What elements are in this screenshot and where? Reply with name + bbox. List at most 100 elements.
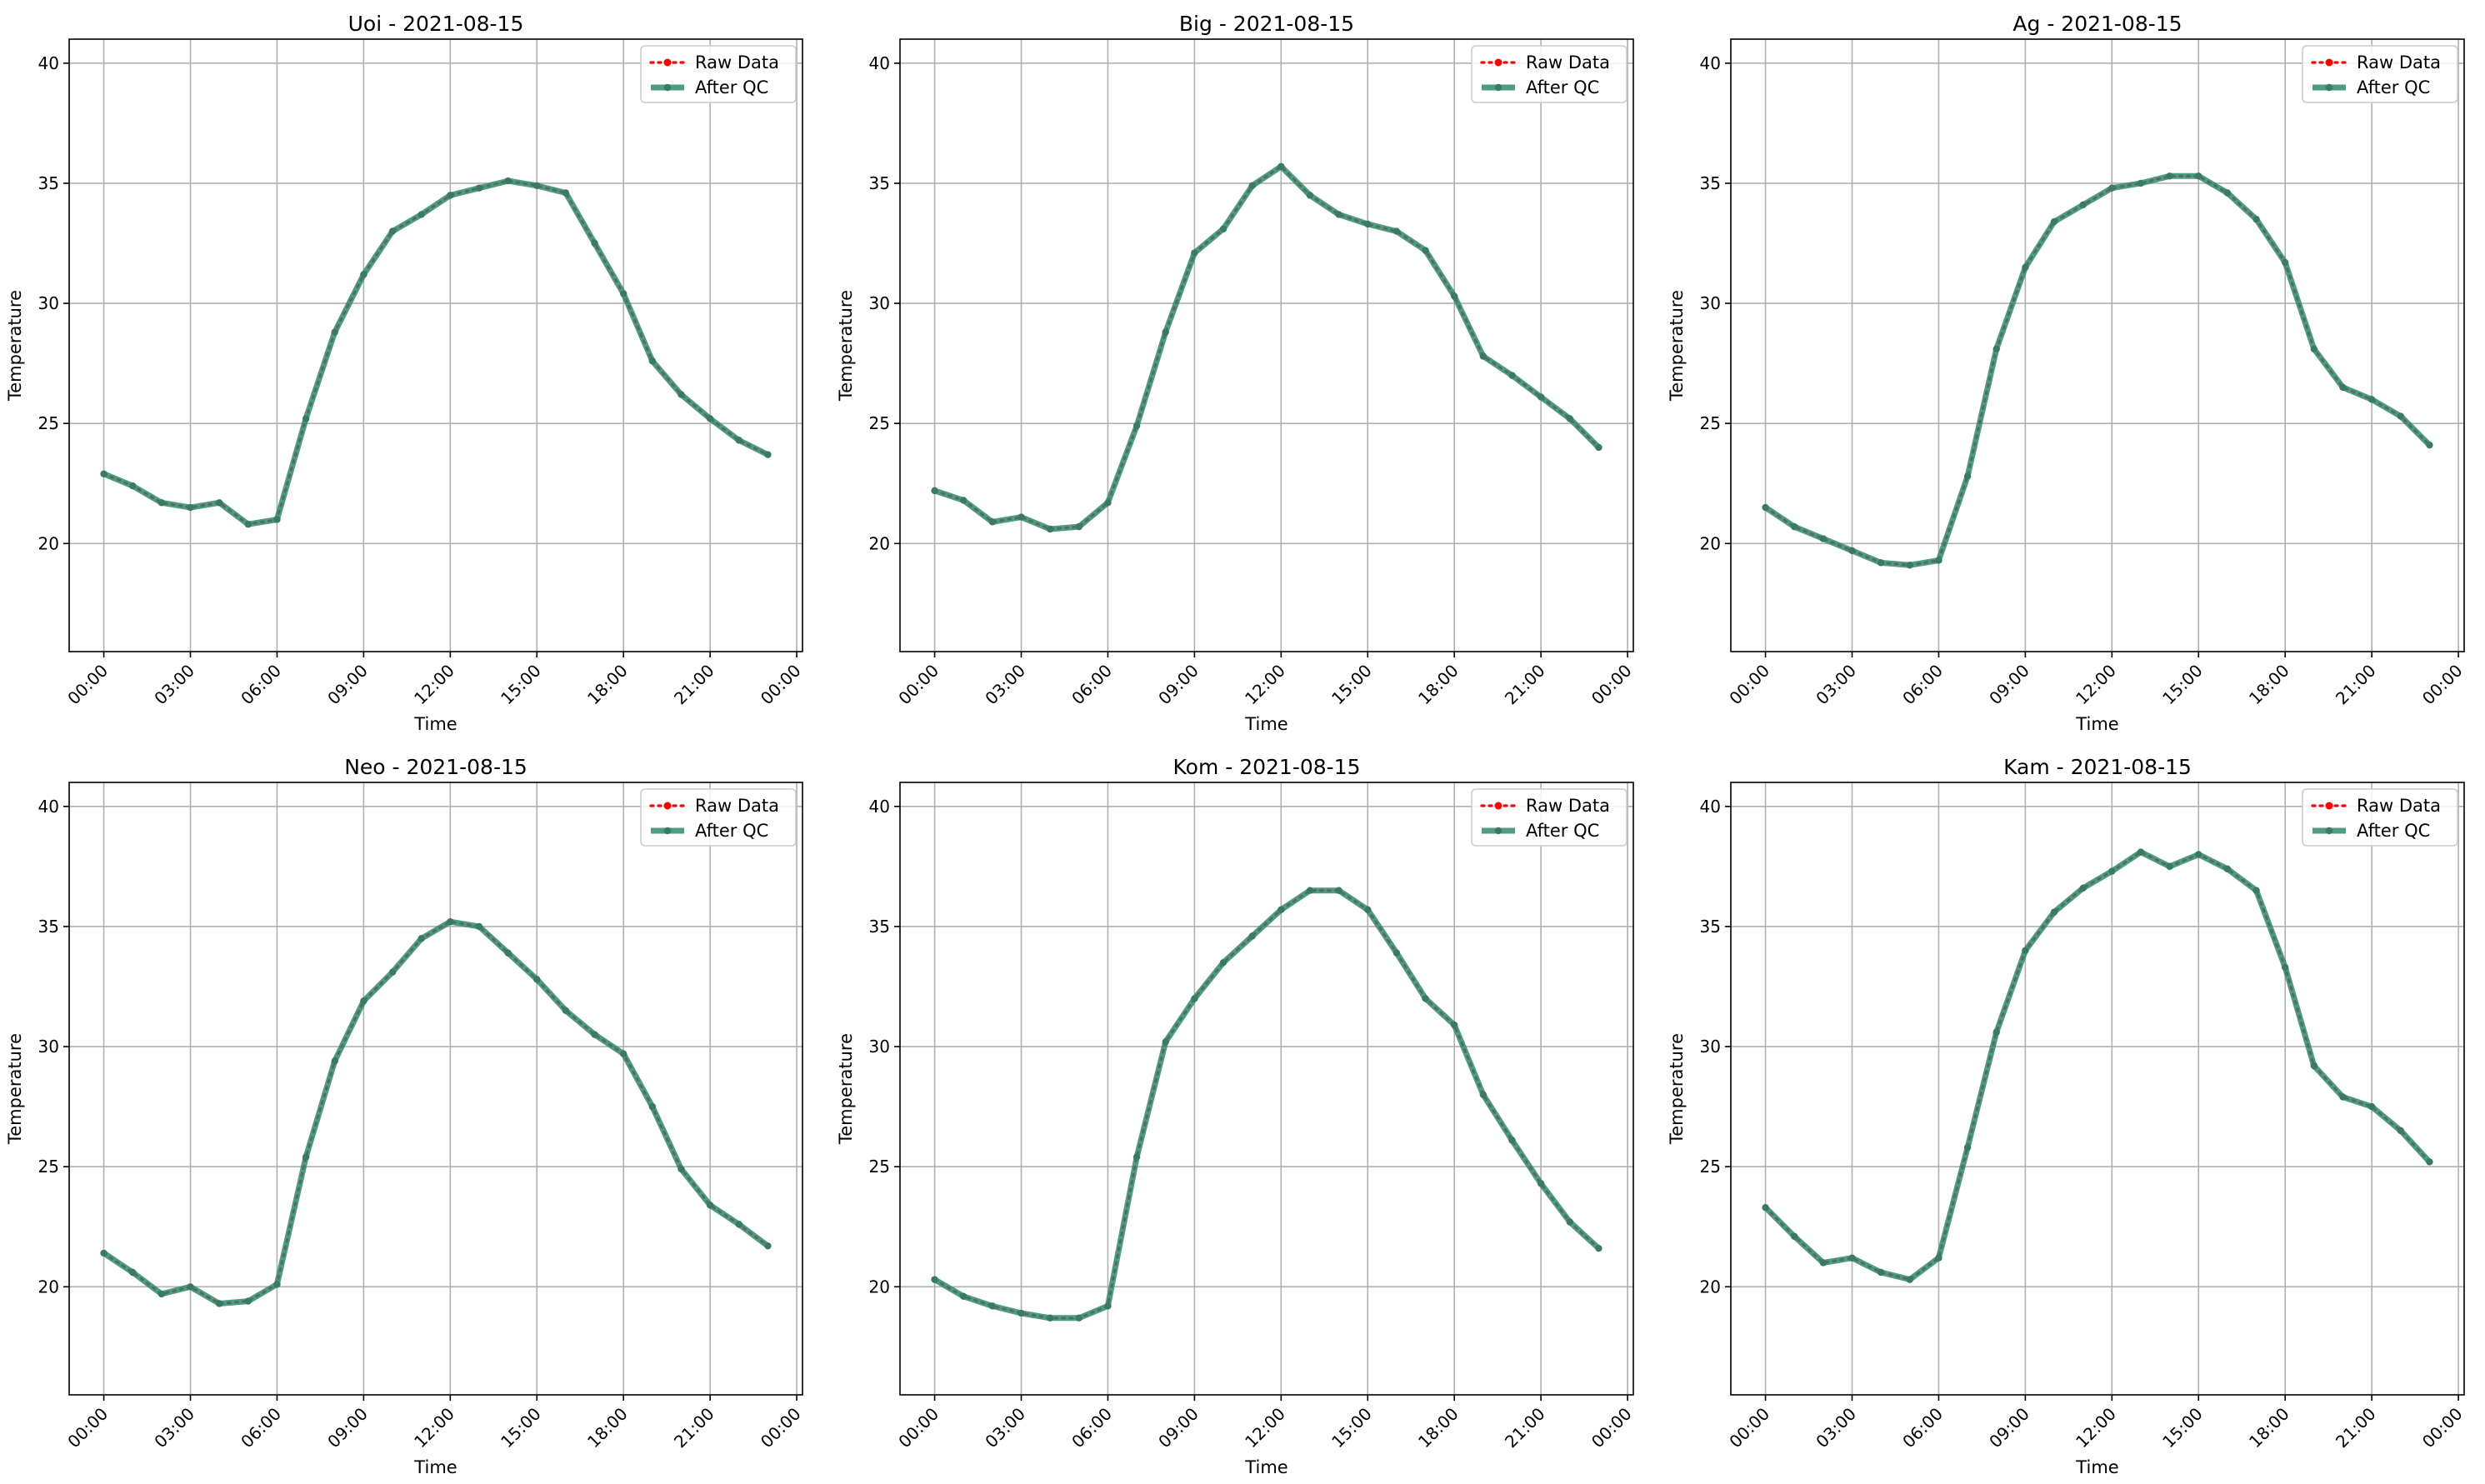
- x-tick-label: 03:00: [981, 1404, 1029, 1452]
- x-tick-label: 00:00: [757, 661, 805, 709]
- data-point: [273, 1281, 281, 1288]
- data-point: [562, 189, 570, 197]
- data-point: [1335, 211, 1342, 218]
- legend-after-qc-marker: [663, 827, 672, 835]
- legend-raw-data-marker: [2325, 802, 2333, 810]
- y-tick-label: 40: [869, 797, 890, 817]
- data-point: [360, 271, 368, 278]
- data-point: [475, 922, 483, 931]
- data-point: [504, 177, 512, 185]
- x-tick-label: 06:00: [1068, 661, 1116, 709]
- y-tick-label: 25: [1700, 413, 1721, 433]
- data-point: [1508, 372, 1516, 379]
- axes-frame: [899, 782, 1634, 1396]
- x-tick-label: 21:00: [2332, 1404, 2380, 1452]
- subplot-3: 20 25 30 35 40 00:00 03:00 06:00 09:00 12:00 15:00…: [1667, 12, 2467, 734]
- legend-after-qc-label: After QC: [2357, 77, 2430, 97]
- chart-title: Neo - 2021-08-15: [344, 755, 528, 779]
- x-tick-label: 06:00: [1898, 661, 1947, 709]
- x-tick-label: 00:00: [1588, 661, 1636, 709]
- subplot-5: 20 25 30 35 40 00:00 03:00 06:00 09:00 12:00 15:00…: [836, 755, 1636, 1477]
- x-tick-label: 06:00: [237, 661, 285, 709]
- data-point: [2079, 884, 2087, 892]
- data-point: [1877, 559, 1885, 567]
- data-point: [302, 415, 310, 422]
- y-axis-label: Temperature: [1667, 1033, 1687, 1145]
- data-point: [2050, 217, 2058, 226]
- data-point: [1848, 547, 1856, 555]
- x-tick-label: 15:00: [1328, 1404, 1376, 1452]
- data-point: [100, 470, 108, 477]
- y-tick-label: 20: [1700, 533, 1721, 553]
- data-point: [1963, 472, 1972, 480]
- x-axis-label: Time: [1244, 714, 1288, 734]
- x-tick-label: 03:00: [150, 661, 198, 709]
- data-point: [735, 437, 742, 444]
- data-point: [1537, 393, 1545, 401]
- data-point: [1046, 525, 1054, 533]
- data-point: [302, 1153, 310, 1161]
- data-point: [1566, 1218, 1573, 1226]
- plot-area: [69, 782, 802, 1395]
- data-point: [1278, 906, 1285, 913]
- x-tick-label: 15:00: [1328, 661, 1376, 709]
- data-point: [1392, 949, 1401, 957]
- legend-raw-data-marker: [1494, 802, 1502, 810]
- data-point: [1162, 328, 1169, 336]
- legend-raw-data-label: Raw Data: [1526, 52, 1610, 72]
- series-raw-overlay-line: [103, 921, 768, 1305]
- chart-title: Kam - 2021-08-15: [2003, 755, 2192, 779]
- data-point: [619, 1050, 628, 1057]
- data-point: [158, 1290, 166, 1298]
- data-point: [388, 968, 397, 976]
- legend-after-qc-label: After QC: [1526, 77, 1599, 97]
- legend: Raw Data After QC: [640, 45, 797, 103]
- plot-area: [1731, 782, 2464, 1395]
- x-tick-label: 21:00: [670, 1404, 718, 1452]
- data-point: [1191, 995, 1198, 1002]
- data-point: [2397, 412, 2404, 420]
- data-point: [764, 1242, 772, 1250]
- data-point: [1906, 562, 1914, 569]
- data-point: [158, 499, 166, 507]
- legend-after-qc-marker: [1494, 83, 1502, 92]
- data-point: [988, 1302, 997, 1310]
- y-axis-label: Temperature: [1667, 290, 1687, 402]
- x-tick-label: 00:00: [1725, 1404, 1773, 1452]
- x-axis-label: Time: [2075, 714, 2118, 734]
- legend-after-qc-label: After QC: [1526, 821, 1599, 841]
- x-tick-label: 12:00: [1241, 1404, 1289, 1452]
- data-point: [706, 415, 714, 422]
- y-axis-label: Temperature: [836, 290, 856, 402]
- plot-area: [900, 39, 1633, 652]
- legend-after-qc-marker: [2325, 83, 2333, 92]
- data-point: [1508, 1137, 1516, 1144]
- x-tick-label: 09:00: [323, 661, 372, 709]
- y-tick-label: 40: [869, 53, 890, 73]
- legend-raw-data-label: Raw Data: [2357, 52, 2441, 72]
- data-point: [1479, 352, 1488, 360]
- data-point: [1595, 443, 1602, 452]
- data-point: [2426, 1158, 2433, 1166]
- series-after-qc-line: [932, 887, 1601, 1322]
- data-point: [1992, 345, 2000, 353]
- legend-after-qc-marker: [663, 83, 672, 92]
- chart-title: Uoi - 2021-08-15: [348, 12, 524, 36]
- legend-raw-data-marker: [2325, 58, 2333, 67]
- data-point: [129, 1268, 137, 1277]
- data-point: [1479, 1091, 1488, 1098]
- data-point: [1191, 249, 1198, 257]
- data-point: [2281, 258, 2289, 267]
- data-point: [648, 1102, 657, 1111]
- y-tick-label: 30: [38, 1037, 59, 1057]
- legend-after-qc-label: After QC: [695, 77, 768, 97]
- y-tick-label: 25: [38, 1157, 59, 1177]
- data-point: [2079, 201, 2087, 209]
- data-point: [1132, 1153, 1141, 1161]
- y-tick-label: 25: [869, 1157, 890, 1177]
- data-point: [1819, 535, 1828, 542]
- data-point: [960, 1292, 968, 1301]
- subplot-6: 20 25 30 35 40 00:00 03:00 06:00 09:00 12:00 15:00…: [1667, 755, 2467, 1477]
- data-point: [2252, 887, 2260, 894]
